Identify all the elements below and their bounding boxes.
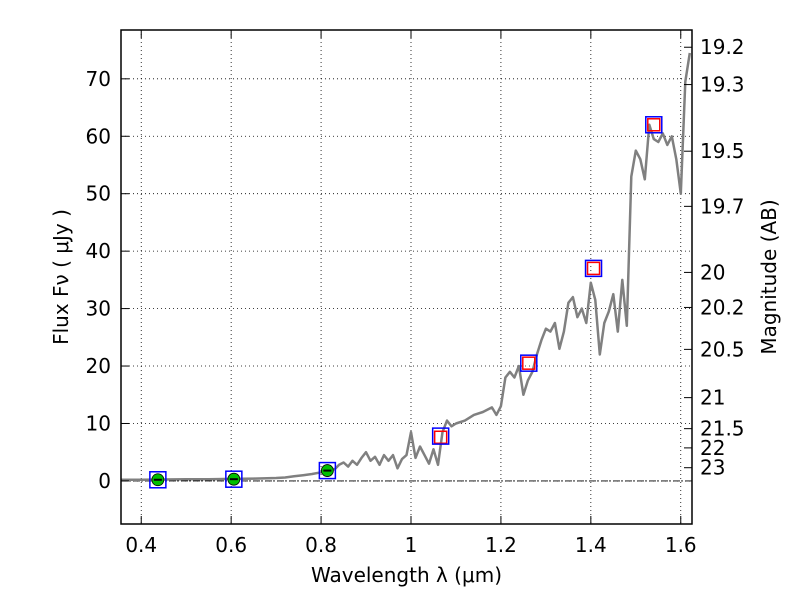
x-tick-label: 1.2 <box>485 533 517 557</box>
model-photometry-square <box>647 118 661 132</box>
y2-tick-label: 22 <box>700 436 725 460</box>
y-tick-label: 50 <box>86 182 111 206</box>
x-tick-label: 1.6 <box>665 533 697 557</box>
y-axis-label: Flux Fν ( μJy ) <box>49 209 73 345</box>
x-tick-label: 0.6 <box>215 533 247 557</box>
y-tick-label: 0 <box>98 469 111 493</box>
y2-tick-label: 19.5 <box>700 139 745 163</box>
y-tick-label: 10 <box>86 411 111 435</box>
y2-tick-label: 21.5 <box>700 417 745 441</box>
y2-tick-label: 20.5 <box>700 337 745 361</box>
x-tick-label: 0.4 <box>125 533 157 557</box>
axis-ticks: 0.4 0.6 0.8 1 1.2 1.4 1.6 0 10 20 30 40 50 60 70 19.2 19… <box>86 30 745 557</box>
observed-photometry-square <box>520 354 538 372</box>
y-tick-label: 70 <box>86 67 111 91</box>
y2-tick-label: 20.2 <box>700 295 745 319</box>
x-tick-label: 0.8 <box>305 533 337 557</box>
y2-tick-label: 23 <box>700 456 725 480</box>
observed-photometry-square <box>318 461 337 480</box>
x-axis-label: Wavelength λ (μm) <box>311 563 502 587</box>
y2-tick-label: 19.2 <box>700 35 745 59</box>
model-photometry-square <box>522 356 536 370</box>
plot-frame <box>120 29 693 525</box>
y-tick-label: 20 <box>86 354 111 378</box>
spectrum-line <box>121 52 692 482</box>
x-tick-label: 1.4 <box>575 533 607 557</box>
x-tick-label: 1 <box>405 533 418 557</box>
observed-photometry-square <box>431 427 450 445</box>
y2-tick-label: 19.7 <box>700 194 745 218</box>
y-tick-label: 40 <box>86 239 111 263</box>
y2-tick-label: 20 <box>700 260 725 284</box>
model-photometry-square <box>586 261 601 276</box>
y-tick-label: 60 <box>86 124 111 148</box>
observed-photometry-square <box>584 259 603 278</box>
y-tick-label: 30 <box>86 297 111 321</box>
observed-photometry-square <box>645 116 663 134</box>
y2-tick-label: 19.3 <box>700 73 745 97</box>
y2-tick-label: 21 <box>700 386 725 410</box>
model-photometry-square <box>433 430 448 445</box>
observed-photometry-square <box>225 470 243 488</box>
observed-photometry-square <box>149 471 167 489</box>
photometry-markers <box>149 116 663 489</box>
spectrum-series <box>121 52 692 482</box>
y2-axis-label: Magnitude (AB) <box>757 199 781 354</box>
